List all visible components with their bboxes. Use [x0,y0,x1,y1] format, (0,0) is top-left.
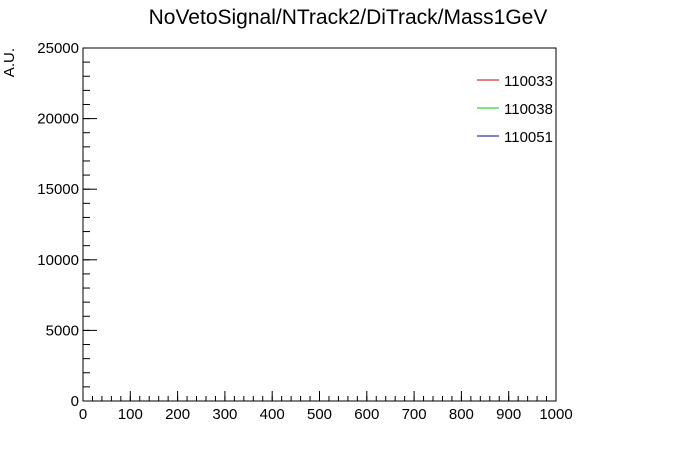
x-tick-label: 700 [402,406,427,423]
x-tick-label: 200 [165,406,190,423]
y-tick-label: 10000 [37,252,79,269]
y-tick-label: 20000 [37,111,79,128]
y-tick-label: 0 [71,393,79,410]
x-tick-label: 400 [260,406,285,423]
legend-label-110051: 110051 [504,129,553,146]
y-tick-label: 15000 [37,181,79,198]
x-tick-label: 500 [307,406,332,423]
legend: 110033 110038 110051 [477,73,553,146]
x-tick-label: 300 [212,406,237,423]
legend-label-110038: 110038 [504,101,553,118]
y-tick-label: 5000 [46,322,79,339]
x-tick-label: 600 [354,406,379,423]
x-tick-label: 800 [449,406,474,423]
x-tick-label: 100 [118,406,143,423]
y-axis: 0 5000 10000 15000 20000 25000 [37,40,97,410]
x-axis: 0 100 200 300 400 500 600 700 800 900 1000 [79,391,573,423]
legend-label-110033: 110033 [504,73,553,90]
x-tick-label: 0 [79,406,87,423]
x-tick-label: 1000 [539,406,572,423]
chart-title: NoVetoSignal/NTrack2/DiTrack/Mass1GeV [149,6,548,29]
x-tick-label: 900 [496,406,521,423]
y-axis-label: A.U. [1,48,18,77]
y-tick-label: 25000 [37,40,79,57]
